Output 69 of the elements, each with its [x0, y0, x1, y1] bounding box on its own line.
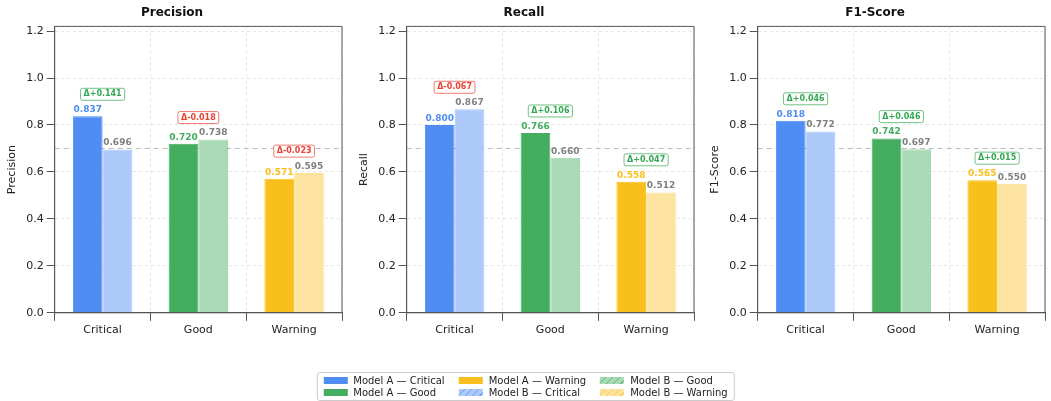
data-label: 0.772	[806, 119, 835, 130]
y-axis-title: Precision	[5, 145, 19, 195]
data-label: 0.660	[550, 145, 579, 156]
data-label: 0.550	[997, 171, 1027, 182]
annotation: Δ-0.023	[276, 146, 312, 156]
x-tick-label: Critical	[434, 323, 474, 337]
data-label: 0.595	[294, 160, 324, 171]
y-tick-label: 0.8	[26, 117, 44, 131]
legend-label: Model A — Warning	[488, 375, 587, 386]
annotation: Δ+0.106	[530, 106, 570, 116]
annotation: Δ-0.067	[436, 82, 472, 92]
data-label: 0.800	[425, 112, 454, 123]
legend-label: Model A — Critical	[353, 375, 445, 386]
y-tick-label: 0.4	[377, 211, 396, 225]
legend-label: Model A — Good	[353, 387, 437, 398]
data-label: 0.738	[198, 127, 228, 138]
y-tick-label: 0.6	[729, 164, 747, 178]
chart-title: Recall	[503, 5, 544, 20]
legend-label: Model B — Warning	[630, 387, 728, 398]
y-tick-label: 0.2	[26, 258, 44, 272]
y-tick-label: 0.4	[729, 211, 747, 225]
data-label: 0.558	[616, 169, 646, 180]
y-tick-label: 1.2	[377, 23, 396, 37]
y-axis-title: Recall	[356, 153, 370, 187]
y-tick-label: 1.0	[26, 70, 44, 84]
x-tick-label: Critical	[786, 323, 825, 337]
annotation: Δ+0.046	[882, 111, 921, 121]
annotation: Δ-0.018	[180, 112, 217, 122]
y-tick-label: 1.0	[729, 70, 747, 84]
y-tick-label: 0.6	[26, 164, 44, 178]
x-tick-label: Critical	[83, 323, 122, 337]
annotation: Δ+0.046	[786, 93, 826, 103]
data-label: 0.697	[901, 137, 931, 148]
data-label: 0.571	[265, 166, 294, 177]
chart-title: F1-Score	[845, 5, 905, 20]
y-tick-label: 0.0	[729, 305, 747, 319]
data-label: 0.720	[169, 131, 198, 142]
annotation: Δ+0.015	[978, 153, 1017, 163]
data-label: 0.766	[520, 120, 550, 131]
x-tick-label: Warning	[271, 323, 317, 337]
y-tick-label: 0.0	[26, 305, 44, 319]
annotation: Δ+0.141	[83, 89, 123, 99]
y-tick-label: 0.8	[729, 117, 747, 131]
y-tick-label: 0.8	[377, 117, 396, 131]
x-tick-label: Good	[183, 323, 213, 337]
chart-title: Precision	[140, 5, 204, 20]
y-tick-label: 1.0	[377, 70, 396, 84]
x-tick-label: Good	[886, 323, 916, 337]
data-label: 0.512	[646, 180, 675, 191]
y-tick-label: 1.2	[729, 23, 747, 37]
annotation: Δ+0.047	[626, 154, 665, 164]
data-label: 0.818	[776, 108, 805, 119]
data-label: 0.867	[454, 97, 484, 108]
x-tick-label: Good	[535, 323, 565, 337]
y-tick-label: 0.4	[26, 211, 44, 225]
data-label: 0.696	[103, 137, 132, 148]
x-tick-label: Warning	[974, 323, 1020, 337]
data-label: 0.837	[73, 104, 102, 115]
x-tick-label: Warning	[623, 323, 669, 337]
data-label: 0.742	[872, 126, 901, 137]
y-tick-label: 0.2	[377, 258, 396, 272]
data-label: 0.565	[968, 168, 997, 179]
y-axis-title: F1-Score	[708, 145, 722, 194]
y-tick-label: 0.2	[729, 258, 747, 272]
y-tick-label: 1.2	[26, 23, 44, 37]
y-tick-label: 0.6	[377, 164, 396, 178]
legend-label: Model B — Critical	[488, 387, 581, 398]
legend-label: Model B — Good	[630, 375, 713, 386]
y-tick-label: 0.0	[377, 305, 396, 319]
